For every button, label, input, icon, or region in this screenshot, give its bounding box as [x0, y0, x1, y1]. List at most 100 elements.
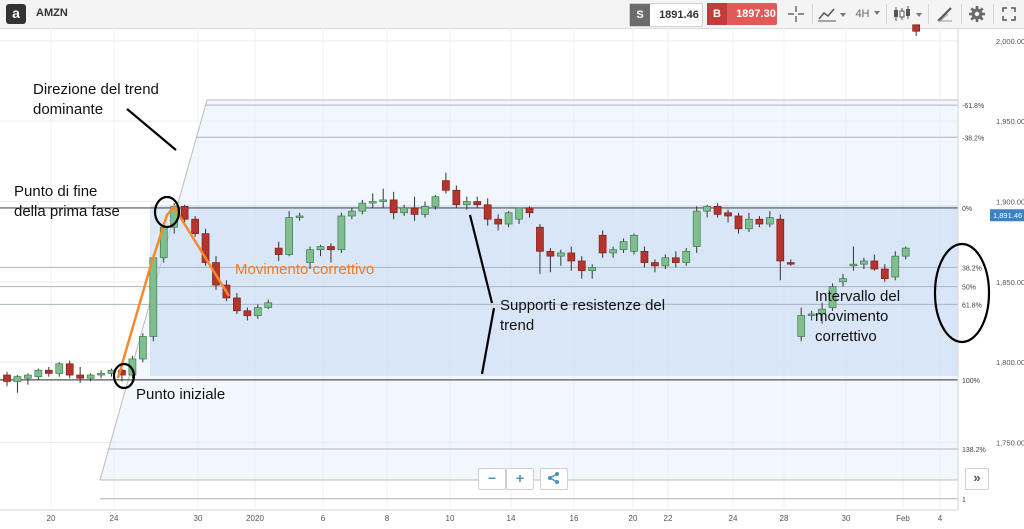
- candle-body-12: [128, 358, 137, 376]
- candle-body-23: [243, 310, 252, 316]
- scroll-to-latest-button[interactable]: »: [965, 468, 989, 490]
- chevron-down-icon: [873, 11, 880, 15]
- candle-body-61: [640, 250, 649, 263]
- candle-73: [765, 211, 774, 228]
- candle-body-57: [598, 234, 607, 254]
- candle-body-44: [462, 201, 471, 206]
- candle-68: [713, 203, 722, 218]
- candle-body-32: [337, 215, 346, 251]
- candle-body-33: [348, 210, 356, 217]
- candle-60: [630, 233, 638, 255]
- candle-body-25: [264, 302, 273, 308]
- candle-45: [473, 196, 482, 208]
- candle-83: [870, 254, 879, 271]
- candle-body-54: [567, 252, 576, 262]
- candle-65: [682, 248, 691, 266]
- candle-27: [285, 211, 293, 257]
- candle-2: [24, 373, 32, 385]
- candle-body-46: [483, 204, 492, 220]
- note-start-point: Punto iniziale: [136, 386, 226, 403]
- candle-36: [379, 188, 388, 208]
- candle-body-83: [870, 260, 879, 270]
- candle-body-51: [536, 226, 544, 252]
- share-icon: [548, 472, 559, 484]
- candle-25: [264, 299, 273, 310]
- x-tick-15: 4: [938, 514, 943, 523]
- zoom-out-button[interactable]: −: [478, 468, 506, 490]
- x-tick-3: 2020: [246, 514, 264, 523]
- candle-body-74: [776, 218, 785, 262]
- price-tag-bg: [990, 209, 1024, 222]
- fib-label-1: -38.2%: [962, 135, 984, 142]
- y-tick-3: 1,900.00: [996, 198, 1024, 207]
- candle-53: [556, 249, 565, 266]
- x-tick-6: 10: [446, 514, 455, 523]
- fib-label-5: 61.8%: [962, 302, 982, 309]
- candle-17: [180, 204, 189, 223]
- candle-body-75: [786, 262, 795, 265]
- candle-body-67: [703, 205, 712, 212]
- candle-62: [651, 259, 659, 273]
- candle-34: [358, 199, 367, 215]
- fib-label-3: 38.2%: [962, 265, 982, 272]
- candle-7: [76, 367, 85, 384]
- buy-button[interactable]: B 1897.30: [707, 3, 777, 25]
- x-tick-13: 30: [842, 514, 851, 523]
- end-first-phase-circle: [153, 195, 181, 229]
- candle-48: [504, 211, 513, 228]
- corrective-movement-line: [116, 204, 231, 379]
- candle-12: [128, 355, 137, 379]
- candle-body-9: [97, 373, 105, 376]
- candle-body-87: [912, 24, 921, 32]
- candle-37: [389, 191, 398, 220]
- candle-body-37: [389, 199, 398, 214]
- candle-body-19: [201, 233, 210, 263]
- candle-69: [724, 209, 732, 223]
- candle-81: [849, 246, 858, 271]
- draw-button[interactable]: [932, 4, 958, 24]
- candle-50: [525, 206, 534, 218]
- candles-button[interactable]: [890, 4, 926, 24]
- sell-price: 1891.46: [659, 9, 699, 21]
- candle-71: [745, 212, 753, 233]
- candle-body-66: [692, 210, 701, 247]
- crosshair-button[interactable]: [783, 4, 809, 24]
- candle-body-53: [556, 252, 565, 257]
- candle-46: [483, 198, 492, 226]
- candle-body-40: [421, 205, 429, 215]
- candle-body-79: [828, 286, 837, 308]
- candle-body-39: [410, 207, 419, 215]
- fib-label-8: 1: [962, 497, 966, 504]
- candle-66: [692, 206, 701, 253]
- share-button[interactable]: [540, 468, 568, 490]
- x-tick-14: Feb: [896, 514, 910, 523]
- settings-button[interactable]: [964, 4, 990, 24]
- candle-body-52: [546, 250, 555, 257]
- x-tick-8: 16: [570, 514, 579, 523]
- candle-1: [13, 375, 22, 393]
- timeframe-button[interactable]: 4H: [852, 4, 884, 24]
- price-tag-label: 1,891.46: [993, 211, 1022, 220]
- candle-28: [295, 212, 304, 221]
- sell-button[interactable]: S 1891.46: [629, 3, 703, 27]
- candle-77: [807, 310, 816, 321]
- candle-body-55: [577, 260, 586, 271]
- candle-body-72: [755, 218, 764, 225]
- amazon-logo: a: [6, 4, 26, 24]
- candle-body-7: [76, 374, 85, 379]
- note-support-resistance: Supporti e resistenze del trend: [500, 297, 666, 334]
- expand-button[interactable]: [996, 4, 1022, 24]
- candle-41: [431, 195, 440, 210]
- x-tick-2: 30: [194, 514, 203, 523]
- note-corrective-move: Movimento correttivo: [235, 261, 375, 278]
- candle-4: [44, 367, 53, 377]
- candle-63: [661, 254, 670, 269]
- candle-58: [609, 246, 617, 258]
- zoom-in-button[interactable]: +: [506, 468, 534, 490]
- fibonacci-band: [150, 205, 958, 376]
- candle-body-84: [880, 268, 889, 279]
- y-tick-5: 2,000.00: [996, 37, 1024, 46]
- chart-type-button[interactable]: [815, 4, 849, 24]
- candle-84: [880, 264, 889, 282]
